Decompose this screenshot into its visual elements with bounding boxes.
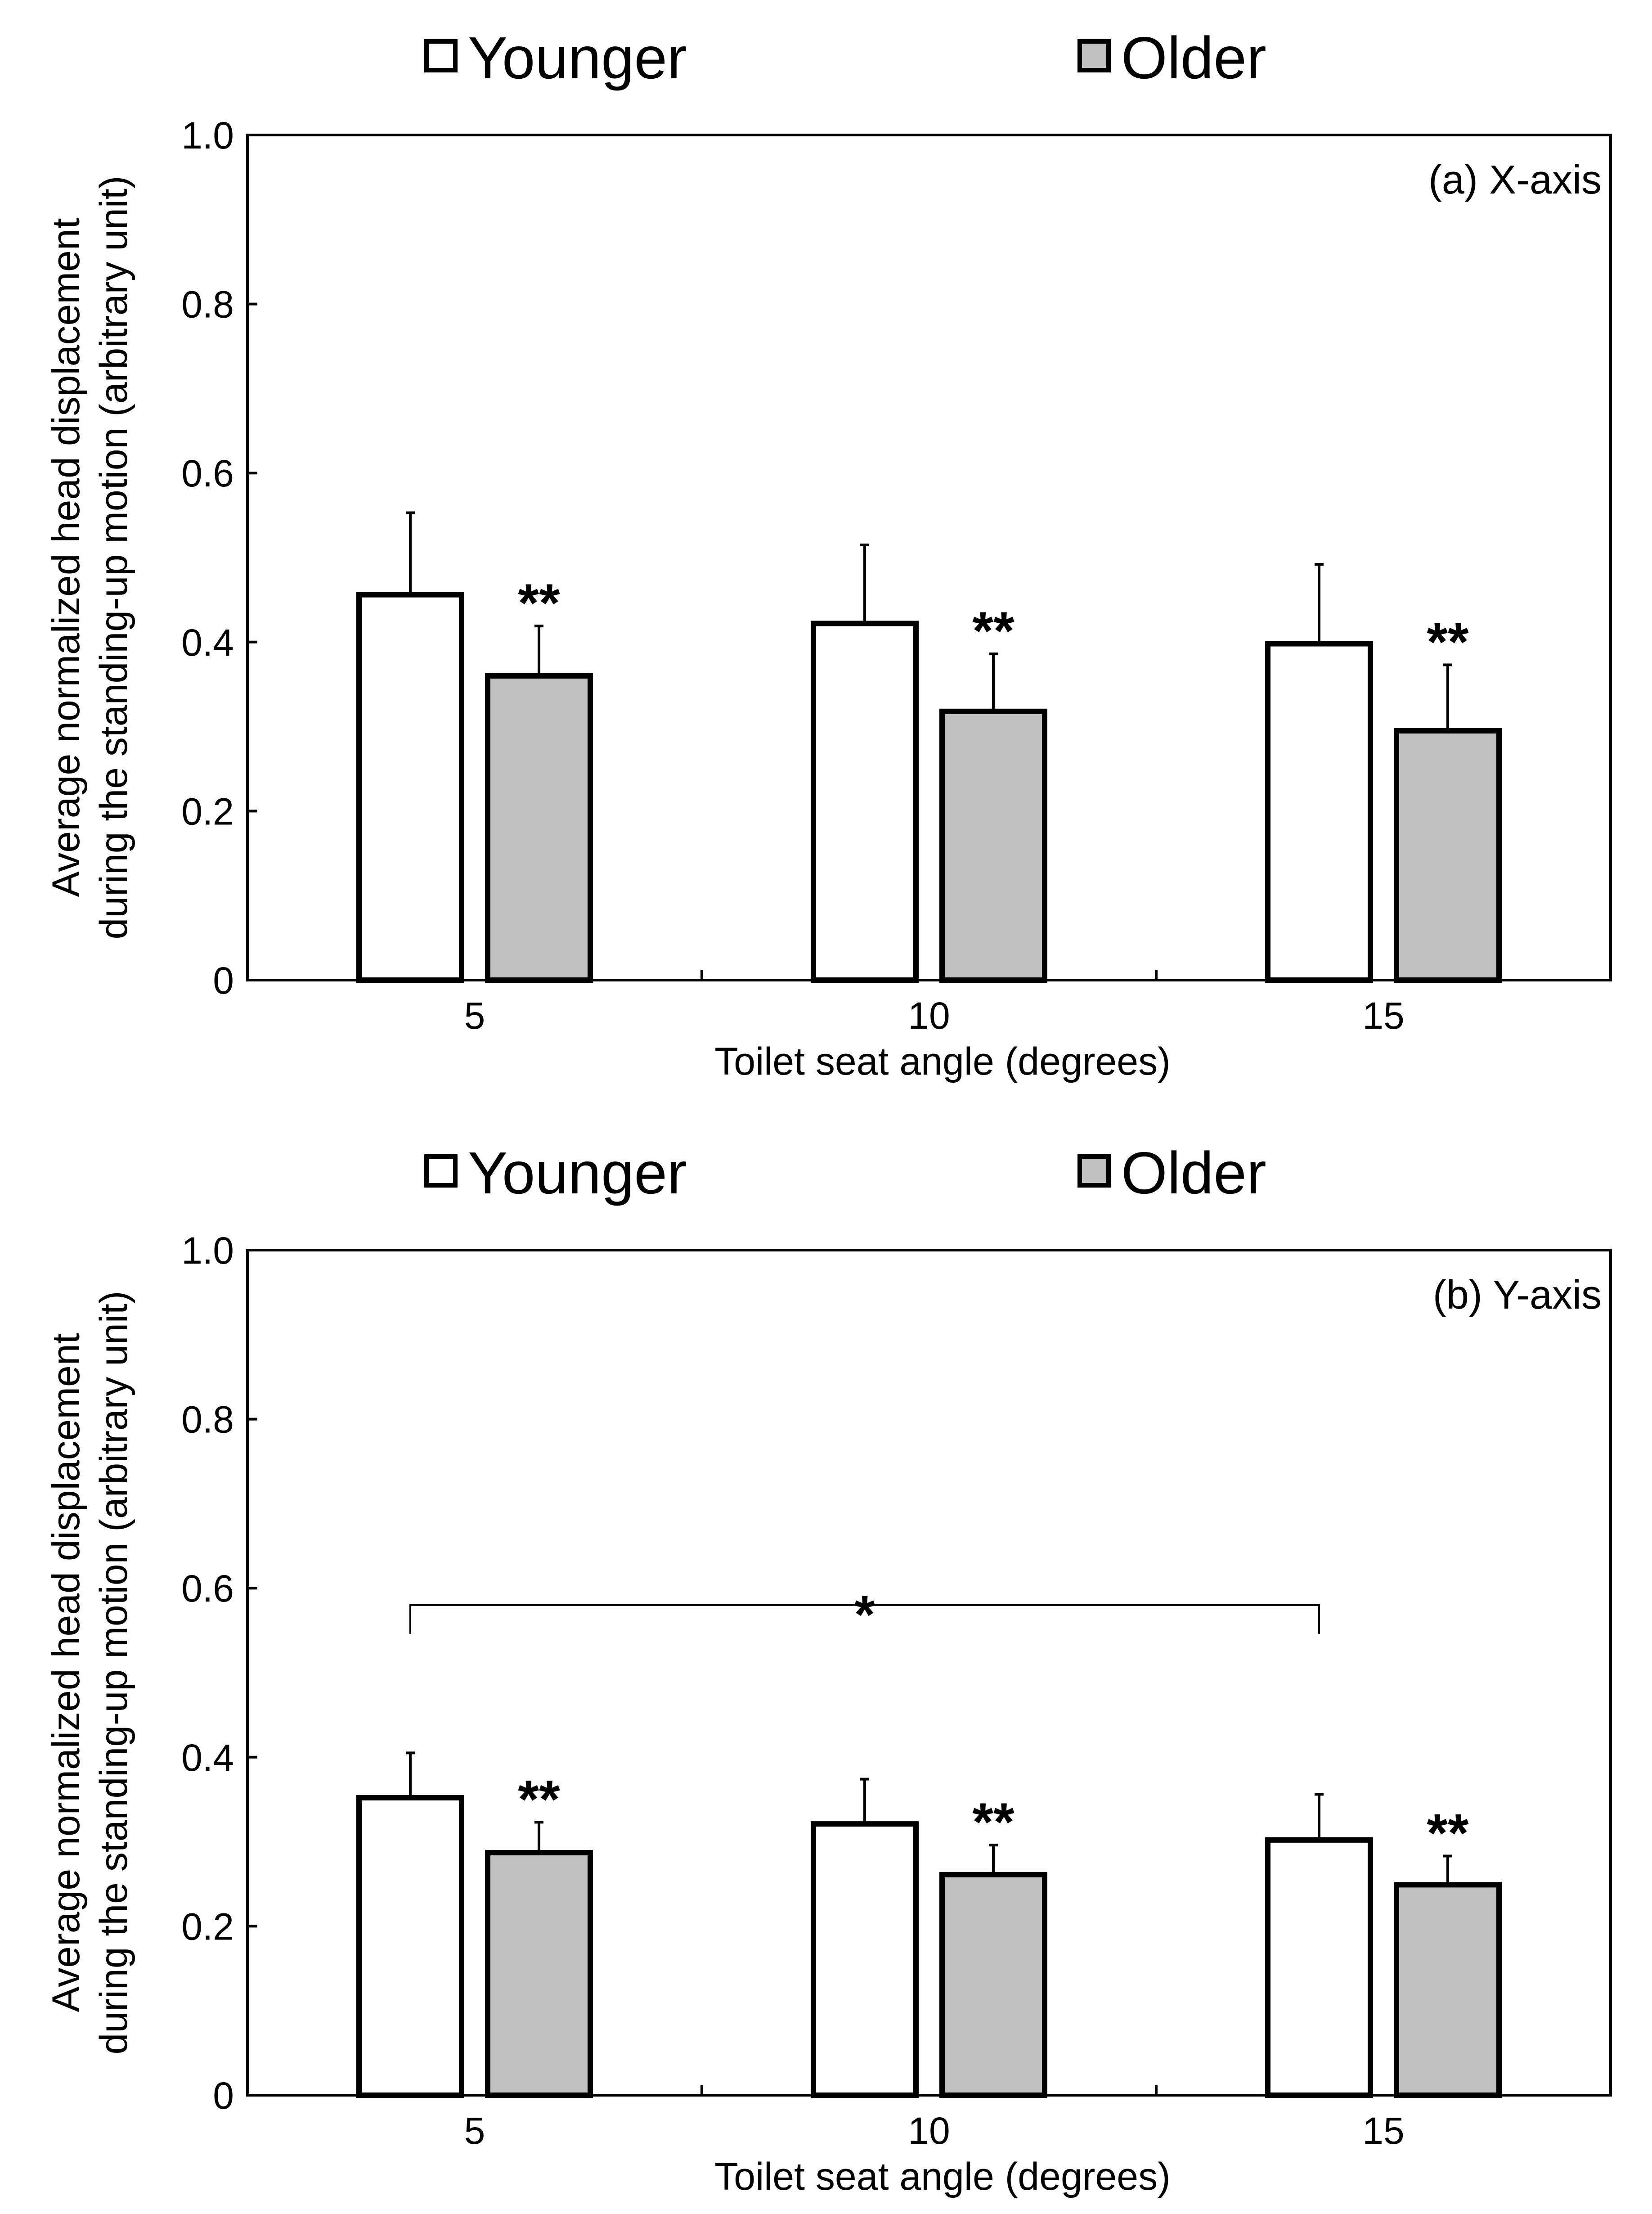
significance-mark: ** — [1427, 1803, 1469, 1863]
legend-label-younger: Younger — [468, 25, 687, 91]
y-tick-label: 0.6 — [181, 452, 234, 495]
bar-older-10 — [939, 1872, 1047, 2098]
panel-b-x-axis-title: Toilet seat angle (degrees) — [714, 2155, 1170, 2198]
y-tick-label: 0 — [213, 959, 234, 1002]
bracket-line — [409, 1604, 1320, 1634]
bar-older-5 — [485, 673, 593, 983]
x-tick-label: 10 — [908, 2110, 950, 2152]
x-tick-label: 5 — [464, 994, 485, 1037]
bar-older-10 — [939, 708, 1047, 983]
y-axis-title-line-1: Average normalized head displacement — [45, 1333, 88, 2012]
legend-swatch-older — [1077, 39, 1111, 72]
bar-younger-15 — [1265, 641, 1373, 983]
legend-label-older: Older — [1121, 1140, 1266, 1206]
panel-b: Younger Older 0 0.2 0.4 0.6 0.8 1.0 ** ** ** 5 10 15 *… — [45, 1140, 1612, 2198]
legend-swatch-younger — [424, 39, 458, 72]
x-tick-label: 5 — [464, 2110, 485, 2152]
bar-younger-15 — [1265, 1837, 1373, 2098]
bracket-star: * — [854, 1584, 875, 1645]
legend-swatch-younger — [424, 1154, 458, 1188]
y-tick-label: 0 — [213, 2074, 234, 2117]
y-tick-label: 0.4 — [181, 621, 234, 664]
y-tick-label: 0.4 — [181, 1737, 234, 1779]
panel-a-plot-frame — [246, 134, 1612, 981]
panel-a-x-axis-title: Toilet seat angle (degrees) — [714, 1040, 1170, 1083]
panel-a: Younger Older 0 0.2 0.4 0.6 0.8 1.0 ** ** ** 5 10 15 (… — [45, 25, 1612, 1083]
panel-b-bars: ** ** ** — [356, 1751, 1502, 2098]
bar-older-15 — [1394, 1882, 1502, 2098]
bar-younger-10 — [811, 1821, 919, 2098]
y-axis-title-line-1: Average normalized head displacement — [45, 218, 88, 897]
y-tick-label: 1.0 — [181, 1229, 234, 1272]
bar-younger-5 — [356, 592, 464, 983]
panel-b-plot-frame — [246, 1249, 1612, 2097]
legend-label-younger: Younger — [468, 1140, 687, 1206]
significance-mark: ** — [972, 601, 1015, 661]
bar-older-15 — [1394, 728, 1502, 983]
y-axis-title-line-2: during the standing-up motion (arbitrary… — [92, 1291, 135, 2055]
significance-mark: ** — [972, 1792, 1015, 1852]
panel-b-label: (b) Y-axis — [1433, 1273, 1602, 1318]
x-tick-label: 15 — [1362, 2110, 1404, 2152]
y-tick-label: 0.8 — [181, 284, 234, 326]
significance-mark: ** — [518, 1769, 560, 1829]
bar-younger-5 — [356, 1795, 464, 2098]
y-tick-label: 0.6 — [181, 1567, 234, 1610]
panel-b-significance-bracket: * — [409, 1584, 1320, 1645]
panel-a-label: (a) X-axis — [1428, 158, 1602, 202]
panel-b-y-axis-title: Average normalized head displacement duri… — [45, 1291, 135, 2055]
legend-swatch-older — [1077, 1154, 1111, 1188]
y-tick-label: 0.8 — [181, 1399, 234, 1441]
y-tick-label: 1.0 — [181, 114, 234, 157]
panel-a-bars: ** ** ** — [356, 511, 1502, 983]
bar-younger-10 — [811, 621, 919, 983]
panel-b-y-axis: 0 0.2 0.4 0.6 0.8 1.0 — [181, 1229, 257, 2117]
significance-mark: ** — [518, 573, 560, 633]
panel-a-y-axis: 0 0.2 0.4 0.6 0.8 1.0 — [181, 114, 257, 1002]
legend-label-older: Older — [1121, 25, 1266, 91]
panel-a-legend: Younger Older — [424, 25, 1266, 91]
panel-b-legend: Younger Older — [424, 1140, 1266, 1206]
y-tick-label: 0.2 — [181, 790, 234, 832]
panel-a-y-axis-title: Average normalized head displacement duri… — [45, 176, 135, 940]
y-tick-label: 0.2 — [181, 1905, 234, 1948]
x-tick-label: 15 — [1362, 994, 1404, 1037]
x-tick-label: 10 — [908, 994, 950, 1037]
y-axis-title-line-2: during the standing-up motion (arbitrary… — [92, 176, 135, 940]
significance-mark: ** — [1427, 612, 1469, 672]
bar-older-5 — [485, 1850, 593, 2098]
